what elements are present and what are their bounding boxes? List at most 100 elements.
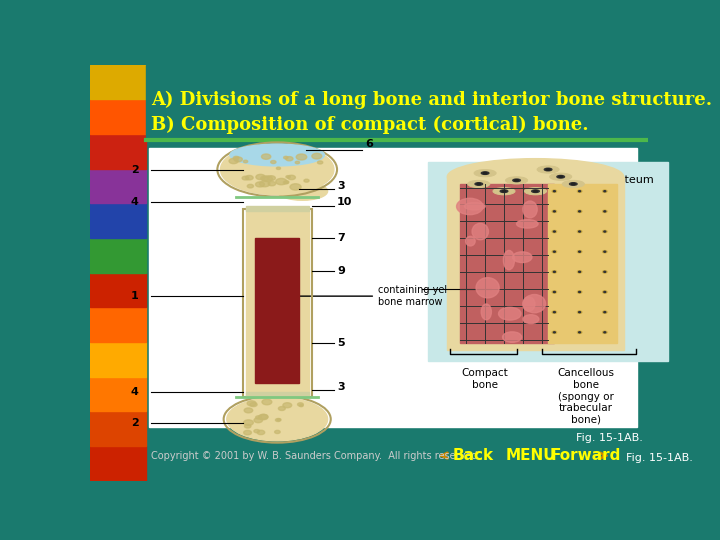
Bar	[246, 206, 309, 211]
Ellipse shape	[557, 176, 564, 178]
Ellipse shape	[290, 184, 301, 190]
Ellipse shape	[603, 230, 608, 233]
Ellipse shape	[277, 182, 328, 200]
Text: 3: 3	[337, 382, 345, 392]
Ellipse shape	[267, 176, 276, 180]
Ellipse shape	[468, 180, 490, 187]
Ellipse shape	[296, 154, 307, 160]
Bar	[447, 177, 624, 350]
Bar	[90, 134, 145, 168]
Ellipse shape	[604, 312, 606, 313]
Bar	[148, 148, 637, 427]
Ellipse shape	[284, 156, 288, 159]
Ellipse shape	[243, 430, 251, 435]
Ellipse shape	[554, 191, 555, 192]
Ellipse shape	[475, 183, 482, 185]
Bar	[90, 204, 145, 238]
Ellipse shape	[304, 179, 309, 182]
Ellipse shape	[552, 291, 557, 293]
Ellipse shape	[257, 430, 265, 435]
Text: 10: 10	[337, 197, 352, 207]
Ellipse shape	[229, 158, 238, 164]
Ellipse shape	[604, 211, 606, 212]
Ellipse shape	[579, 271, 580, 272]
Ellipse shape	[552, 310, 557, 314]
Ellipse shape	[276, 178, 287, 185]
Ellipse shape	[284, 181, 289, 184]
Ellipse shape	[297, 403, 303, 406]
Ellipse shape	[603, 291, 608, 293]
Bar	[90, 273, 145, 307]
Ellipse shape	[268, 181, 276, 186]
Bar	[90, 238, 145, 273]
Ellipse shape	[577, 210, 582, 213]
Ellipse shape	[554, 271, 555, 272]
Text: Compact
bone: Compact bone	[462, 368, 508, 390]
Text: Periosteum: Periosteum	[592, 176, 655, 185]
Ellipse shape	[523, 297, 535, 311]
Ellipse shape	[505, 177, 528, 184]
Ellipse shape	[513, 179, 521, 181]
Text: A) Divisions of a long bone and interior bone structure.: A) Divisions of a long bone and interior…	[151, 91, 713, 109]
Bar	[243, 210, 312, 397]
Text: Copyright © 2001 by W. B. Saunders Company.  All rights reserved.: Copyright © 2001 by W. B. Saunders Compa…	[151, 451, 481, 461]
Ellipse shape	[559, 176, 562, 178]
Ellipse shape	[286, 157, 293, 161]
Ellipse shape	[474, 170, 496, 177]
Ellipse shape	[279, 407, 285, 410]
Ellipse shape	[300, 404, 303, 407]
Ellipse shape	[277, 418, 281, 421]
Ellipse shape	[493, 187, 515, 195]
Text: 7: 7	[337, 233, 345, 243]
Ellipse shape	[562, 180, 585, 187]
Text: 2: 2	[131, 165, 138, 174]
Ellipse shape	[603, 310, 608, 314]
Text: 8: 8	[495, 284, 503, 294]
Ellipse shape	[603, 250, 608, 253]
Bar	[90, 99, 145, 134]
Bar	[90, 168, 145, 204]
Ellipse shape	[579, 312, 580, 313]
Ellipse shape	[552, 190, 557, 193]
Ellipse shape	[554, 231, 555, 232]
Ellipse shape	[549, 173, 572, 180]
Ellipse shape	[256, 182, 264, 187]
Ellipse shape	[579, 332, 580, 333]
Ellipse shape	[500, 190, 508, 192]
Bar	[90, 377, 145, 411]
Ellipse shape	[523, 294, 546, 313]
Ellipse shape	[244, 408, 253, 413]
Text: Cancellous
bone
(spongy or
trabecular
bone): Cancellous bone (spongy or trabecular bo…	[557, 368, 614, 425]
Bar	[90, 65, 145, 99]
Ellipse shape	[466, 237, 475, 246]
Ellipse shape	[523, 315, 539, 323]
Ellipse shape	[234, 157, 243, 162]
Ellipse shape	[230, 144, 325, 166]
Bar	[548, 184, 618, 343]
Ellipse shape	[554, 211, 555, 212]
Ellipse shape	[603, 210, 608, 213]
Ellipse shape	[577, 291, 582, 293]
Text: 1: 1	[131, 291, 138, 301]
Ellipse shape	[577, 230, 582, 233]
Ellipse shape	[531, 190, 539, 192]
Ellipse shape	[227, 397, 328, 441]
Ellipse shape	[604, 191, 606, 192]
Ellipse shape	[524, 187, 546, 195]
Ellipse shape	[604, 231, 606, 232]
Text: Forward: Forward	[550, 448, 621, 463]
Ellipse shape	[577, 190, 582, 193]
Ellipse shape	[498, 307, 521, 320]
Ellipse shape	[286, 176, 290, 178]
Ellipse shape	[502, 191, 506, 192]
Ellipse shape	[604, 271, 606, 272]
Ellipse shape	[472, 224, 488, 240]
Ellipse shape	[262, 176, 272, 181]
Ellipse shape	[447, 159, 624, 195]
Bar	[145, 65, 648, 140]
Ellipse shape	[570, 183, 577, 185]
Text: MENU: MENU	[505, 448, 557, 463]
Ellipse shape	[537, 166, 559, 173]
Text: Back: Back	[453, 448, 494, 463]
Ellipse shape	[220, 144, 334, 195]
